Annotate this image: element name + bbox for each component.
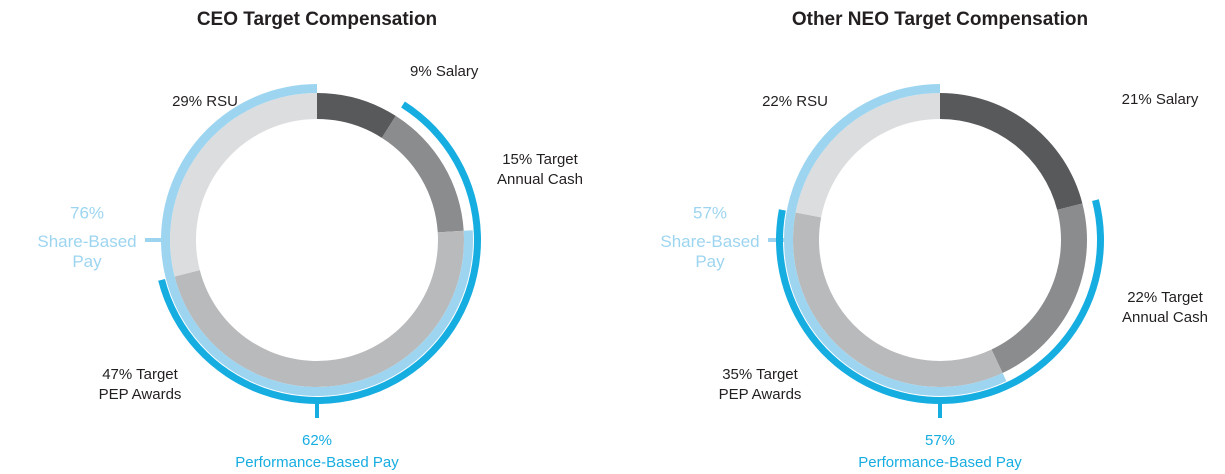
segment-label: 35% Target PEP Awards <box>719 366 802 403</box>
donut-segment <box>795 93 940 218</box>
group-value: 57% <box>925 432 955 449</box>
donut-segment <box>174 230 464 388</box>
donut-segment <box>793 212 1003 387</box>
chart-title: CEO Target Compensation <box>197 9 437 30</box>
segment-label: 21% Salary <box>1122 91 1199 108</box>
segment-label: 15% Target Annual Cash <box>497 151 583 188</box>
donut-segment <box>169 93 317 277</box>
donut-segment <box>991 203 1087 374</box>
segment-label: 22% RSU <box>762 93 828 110</box>
donut-segment <box>317 93 396 138</box>
segment-label: 47% Target PEP Awards <box>99 366 182 403</box>
group-value: 76% <box>70 203 104 222</box>
group-value: 62% <box>302 432 332 449</box>
group-name: Share-Based Pay <box>37 232 136 271</box>
group-name: Share-Based Pay <box>660 232 759 271</box>
segment-label: 9% Salary <box>410 63 479 80</box>
segment-label: 29% RSU <box>172 93 238 110</box>
group-name: Performance-Based Pay <box>235 454 399 471</box>
donut-segment <box>940 93 1083 210</box>
group-name: Performance-Based Pay <box>858 454 1022 471</box>
group-value: 57% <box>693 203 727 222</box>
segment-label: 22% Target Annual Cash <box>1122 289 1208 326</box>
donut-segment <box>381 115 464 233</box>
chart-title: Other NEO Target Compensation <box>792 9 1088 30</box>
group-arc <box>160 84 473 396</box>
